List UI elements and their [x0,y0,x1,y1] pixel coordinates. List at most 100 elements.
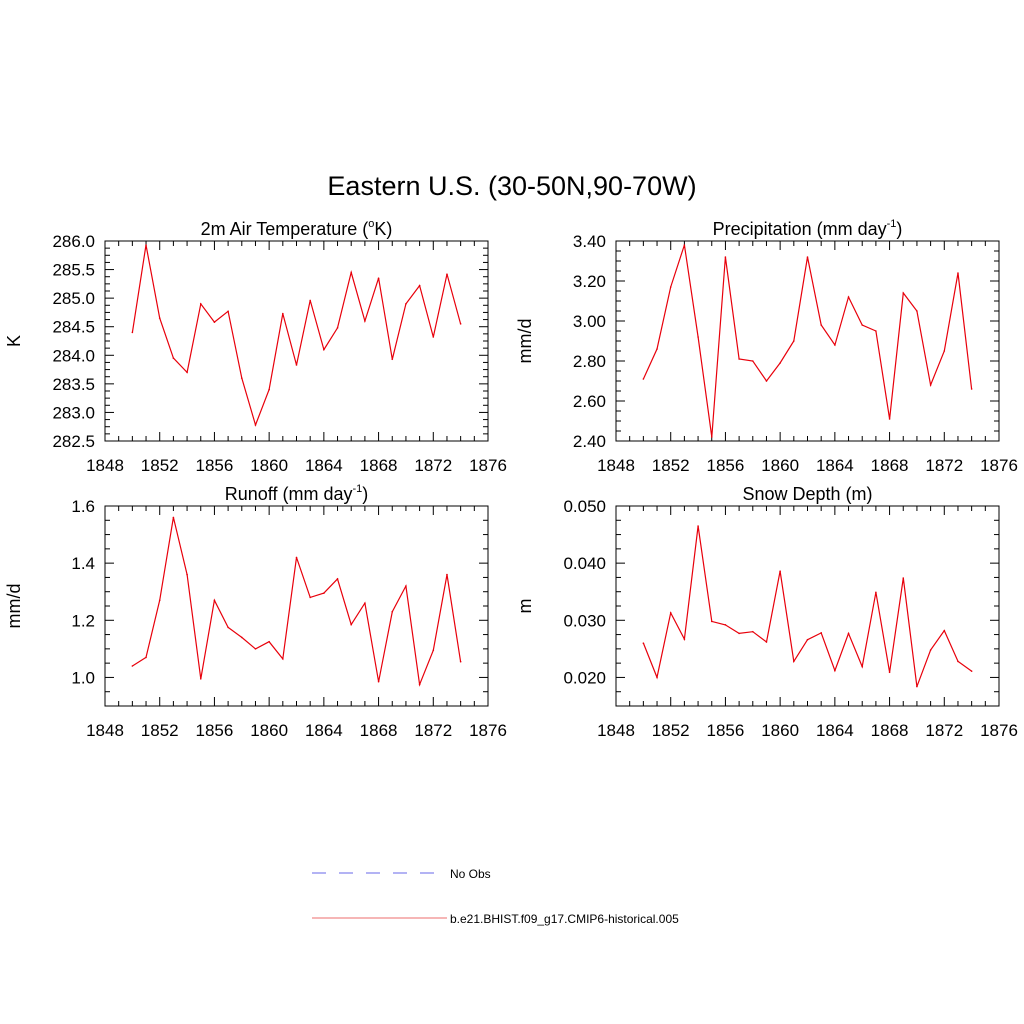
snow-depth-ytick-label: 0.050 [563,497,606,516]
runoff-data-point [323,592,325,594]
precipitation-ytick-label: 3.20 [573,272,606,291]
precipitation-xtick-label: 1872 [925,456,963,475]
runoff-plot-frame [104,505,489,707]
precipitation-data-point [875,330,877,332]
runoff-data-point [432,649,435,652]
runoff-data-point [240,636,243,639]
runoff-data-point [282,658,284,660]
legend: No Obs b.e21.BHIST.f09_g17.CMIP6-histori… [312,867,679,926]
air-temperature-ytick-label: 284.5 [52,318,95,337]
air-temperature-data-point [172,357,175,359]
air-temperature-xtick-label: 1868 [360,456,398,475]
air-temperature-ytick-label: 282.5 [52,432,95,451]
runoff-title: Runoff (mm day-1) [225,483,369,504]
precipitation-data-point [710,436,713,438]
air-temperature-data-point [336,327,339,329]
air-temperature-data-point [254,424,257,426]
precipitation-data-point [861,324,864,326]
air-temperature-ytick-label: 283.0 [52,403,95,422]
snow-depth-data-point [779,570,781,572]
runoff-data-point [459,660,462,663]
precipitation-xtick-label: 1864 [816,456,854,475]
runoff-ylabel: mm/d [4,584,24,629]
air-temperature-data-point [391,358,394,361]
precipitation-ytick-label: 2.80 [573,352,606,371]
snow-depth-data-point [834,669,836,672]
snow-depth-data-point [683,638,686,640]
snow-depth-data-point [820,632,822,634]
snow-depth-xtick-label: 1872 [925,721,963,740]
snow-depth-title: Snow Depth (m) [742,484,872,504]
panel-precipitation: Precipitation (mm day-1) mm/d 1848 1852 1856… [515,218,1018,475]
air-temperature-data-point [213,321,216,323]
air-temperature-xtick-label: 1856 [196,456,234,475]
air-temperature-xtick-label: 1864 [305,456,343,475]
runoff-data-point [145,656,147,659]
runoff-ytick-label: 1.6 [71,497,95,516]
precipitation-data-point [669,286,672,288]
air-temperature-data-point [350,271,353,274]
runoff-data-point [131,665,134,667]
precipitation-data-point [847,296,850,298]
air-temperature-data-point [364,320,366,322]
panel-snow-depth: Snow Depth (m) m 1848 1852 1856 1860 1864 1868 1… [515,484,1018,740]
air-temperature-data-point [131,331,134,334]
snow-depth-data-point [929,649,932,651]
precipitation-data-point [957,272,959,274]
runoff-data-point [350,623,353,626]
runoff-ytick-label: 1.0 [71,668,95,687]
air-temperature-xtick-label: 1876 [469,456,507,475]
snow-depth-data-point [861,665,864,668]
precipitation-data-point [765,380,768,382]
runoff-xtick-label: 1872 [414,721,452,740]
runoff-data-point [213,599,216,602]
air-temperature-data-point [145,244,147,246]
snow-depth-xtick-label: 1868 [871,721,909,740]
runoff-xtick-label: 1860 [250,721,288,740]
precipitation-data-point [751,360,754,362]
precipitation-data-point [683,244,686,246]
runoff-xtick-label: 1864 [305,721,343,740]
snow-depth-data-point [902,577,905,579]
snow-depth-data-point [943,629,946,632]
runoff-data-point [268,640,270,643]
snow-depth-data-point [957,660,959,663]
air-temperature-ytick-label: 286.0 [52,232,95,251]
precipitation-data-point [779,362,781,364]
snow-depth-data-point [642,642,645,644]
precipitation-data-point [916,310,918,312]
snow-depth-ylabel: m [515,599,535,614]
air-temperature-ytick-label: 285.5 [52,261,95,280]
air-temperature-xtick-label: 1860 [250,456,288,475]
runoff-xtick-label: 1856 [196,721,234,740]
precipitation-ytick-label: 2.60 [573,392,606,411]
air-temperature-data-point [323,348,325,351]
runoff-series-line [132,517,462,687]
precipitation-data-point [793,340,795,342]
runoff-xtick-label: 1868 [360,721,398,740]
precipitation-plot-frame [615,240,1000,442]
air-temperature-data-point [295,364,298,366]
precipitation-xtick-label: 1876 [980,456,1018,475]
air-temperature-data-point [186,371,188,374]
snow-depth-ytick-label: 0.020 [563,668,606,687]
snow-depth-data-point [806,638,809,641]
snow-depth-ytick-label: 0.040 [563,554,606,573]
runoff-data-point [186,573,188,576]
precipitation-xtick-label: 1868 [871,456,909,475]
air-temperature-ytick-label: 285.0 [52,289,95,308]
snow-depth-plot-frame [615,505,1000,707]
air-temperature-data-point [227,310,229,313]
air-temperature-xtick-label: 1848 [86,456,124,475]
snow-depth-data-point [710,620,713,623]
snow-depth-data-point [724,624,727,626]
precipitation-title: Precipitation (mm day-1) [713,218,903,239]
air-temperature-data-point [268,388,270,391]
air-temperature-data-point [199,303,202,305]
precipitation-xtick-label: 1860 [761,456,799,475]
precipitation-data-point [834,344,836,346]
runoff-data-point [391,610,394,613]
snow-depth-xtick-label: 1876 [980,721,1018,740]
runoff-ytick-label: 1.2 [71,611,95,630]
